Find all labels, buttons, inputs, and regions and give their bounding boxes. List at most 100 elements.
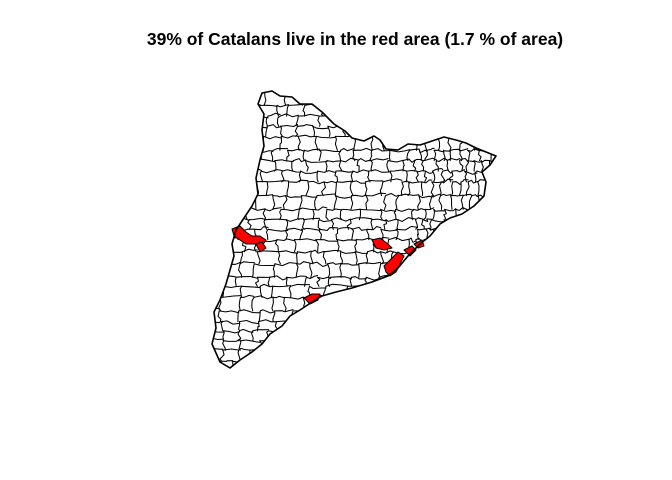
municipal-boundary xyxy=(283,91,288,106)
municipal-boundary xyxy=(432,320,446,324)
municipal-boundary xyxy=(485,91,489,106)
municipal-boundary xyxy=(247,219,252,230)
municipal-boundary xyxy=(341,208,361,211)
municipal-boundary xyxy=(231,148,247,152)
municipal-boundary xyxy=(340,91,354,94)
municipal-boundary xyxy=(491,295,496,298)
municipal-boundary xyxy=(431,181,443,184)
municipal-boundary xyxy=(207,264,210,278)
municipal-boundary xyxy=(427,115,432,127)
municipal-boundary xyxy=(226,125,231,137)
municipal-boundary xyxy=(440,296,444,312)
municipal-boundary xyxy=(412,115,416,127)
municipal-boundary xyxy=(418,104,428,108)
municipal-boundary xyxy=(312,330,316,342)
municipal-boundary xyxy=(444,208,457,212)
municipal-boundary xyxy=(487,359,496,364)
municipal-boundary xyxy=(249,360,256,368)
municipal-boundary xyxy=(316,170,319,183)
municipal-boundary xyxy=(318,114,338,118)
municipal-boundary xyxy=(491,296,494,312)
municipal-boundary xyxy=(292,340,306,344)
municipal-boundary xyxy=(467,148,480,152)
municipal-boundary xyxy=(318,228,323,241)
municipal-boundary xyxy=(305,274,319,280)
municipal-boundary xyxy=(300,227,321,231)
municipal-boundary xyxy=(217,276,221,287)
municipal-boundary xyxy=(270,149,274,162)
municipal-boundary xyxy=(206,229,209,239)
municipal-boundary xyxy=(453,359,466,362)
municipal-boundary xyxy=(427,125,436,128)
municipal-boundary xyxy=(220,263,224,278)
municipal-boundary xyxy=(292,340,296,351)
municipal-boundary xyxy=(365,310,379,314)
municipal-boundary xyxy=(268,360,272,368)
municipal-boundary xyxy=(308,285,327,290)
municipal-boundary xyxy=(218,310,240,314)
municipal-boundary xyxy=(342,348,355,353)
municipal-boundary xyxy=(267,276,271,287)
municipal-boundary xyxy=(208,331,210,341)
municipal-boundary xyxy=(409,125,413,137)
municipal-boundary xyxy=(475,251,485,255)
municipal-boundary xyxy=(466,340,477,344)
municipal-boundary xyxy=(389,169,408,172)
municipal-boundary xyxy=(417,228,427,231)
municipal-boundary xyxy=(420,181,424,197)
municipal-boundary xyxy=(434,104,449,108)
municipal-boundary xyxy=(475,238,490,242)
municipal-boundary xyxy=(388,123,411,127)
municipal-boundary xyxy=(349,276,353,287)
municipal-boundary xyxy=(443,208,447,221)
municipal-boundary xyxy=(318,340,323,351)
municipal-boundary xyxy=(426,103,436,107)
municipal-boundary xyxy=(212,132,223,137)
municipal-boundary xyxy=(436,276,448,279)
municipal-boundary xyxy=(282,195,288,210)
municipal-boundary xyxy=(226,91,230,106)
municipal-boundary xyxy=(450,330,455,342)
municipal-boundary xyxy=(443,263,448,278)
municipal-boundary xyxy=(259,309,276,314)
municipal-boundary xyxy=(464,219,476,222)
municipal-boundary xyxy=(458,340,468,344)
municipal-boundary xyxy=(480,348,489,353)
municipal-boundary xyxy=(432,125,437,137)
municipal-boundary xyxy=(388,125,392,137)
municipal-boundary xyxy=(262,208,267,221)
municipal-boundary xyxy=(405,348,415,354)
municipal-boundary xyxy=(487,125,491,137)
municipal-boundary xyxy=(336,239,340,253)
municipal-boundary xyxy=(263,219,268,230)
municipal-boundary xyxy=(473,360,477,368)
municipal-boundary xyxy=(279,208,282,221)
municipal-boundary xyxy=(424,251,428,265)
municipal-boundary xyxy=(470,349,475,362)
municipal-boundary xyxy=(407,263,411,278)
municipal-boundary xyxy=(221,320,240,325)
municipal-boundary xyxy=(364,179,384,183)
municipal-boundary xyxy=(487,239,491,253)
municipal-boundary xyxy=(313,329,329,333)
municipal-boundary xyxy=(356,104,361,117)
municipal-boundary xyxy=(450,340,460,343)
municipal-boundary xyxy=(344,125,366,129)
municipal-boundary xyxy=(354,357,369,362)
municipal-boundary xyxy=(452,228,457,241)
municipal-boundary xyxy=(464,251,468,265)
municipal-boundary xyxy=(448,134,462,139)
municipal-boundary xyxy=(272,147,289,151)
municipal-boundary xyxy=(459,148,469,152)
municipal-boundary xyxy=(238,309,261,314)
municipal-boundary xyxy=(238,319,260,325)
municipal-boundary xyxy=(395,228,399,241)
municipal-boundary xyxy=(364,276,367,287)
municipal-boundary xyxy=(459,91,463,106)
municipal-boundary xyxy=(267,228,289,232)
municipal-boundary xyxy=(228,102,244,107)
municipal-boundary xyxy=(337,338,353,343)
municipal-boundary xyxy=(380,250,394,254)
municipal-boundary xyxy=(480,115,494,119)
municipal-boundary xyxy=(403,318,414,323)
